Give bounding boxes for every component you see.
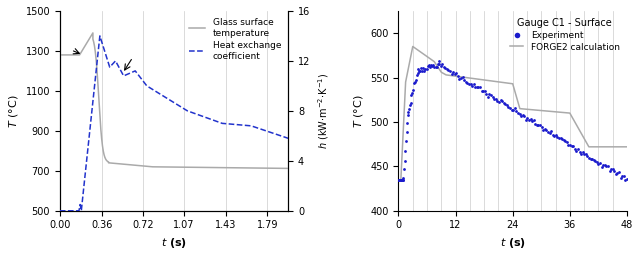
Legend: Glass surface
temperature, Heat exchange
coefficient: Glass surface temperature, Heat exchange… <box>186 15 284 63</box>
Legend: Experiment, FORGE2 calculation: Experiment, FORGE2 calculation <box>508 15 623 54</box>
X-axis label: $t$ (s): $t$ (s) <box>161 236 187 250</box>
Y-axis label: $T$ (°C): $T$ (°C) <box>351 94 365 127</box>
X-axis label: $t$ (s): $t$ (s) <box>500 236 525 250</box>
Y-axis label: $h$ (kW$\cdot$m$^{-2}$$\cdot$K$^{-1}$): $h$ (kW$\cdot$m$^{-2}$$\cdot$K$^{-1}$) <box>316 73 331 149</box>
Y-axis label: $T$ (°C): $T$ (°C) <box>7 94 20 127</box>
